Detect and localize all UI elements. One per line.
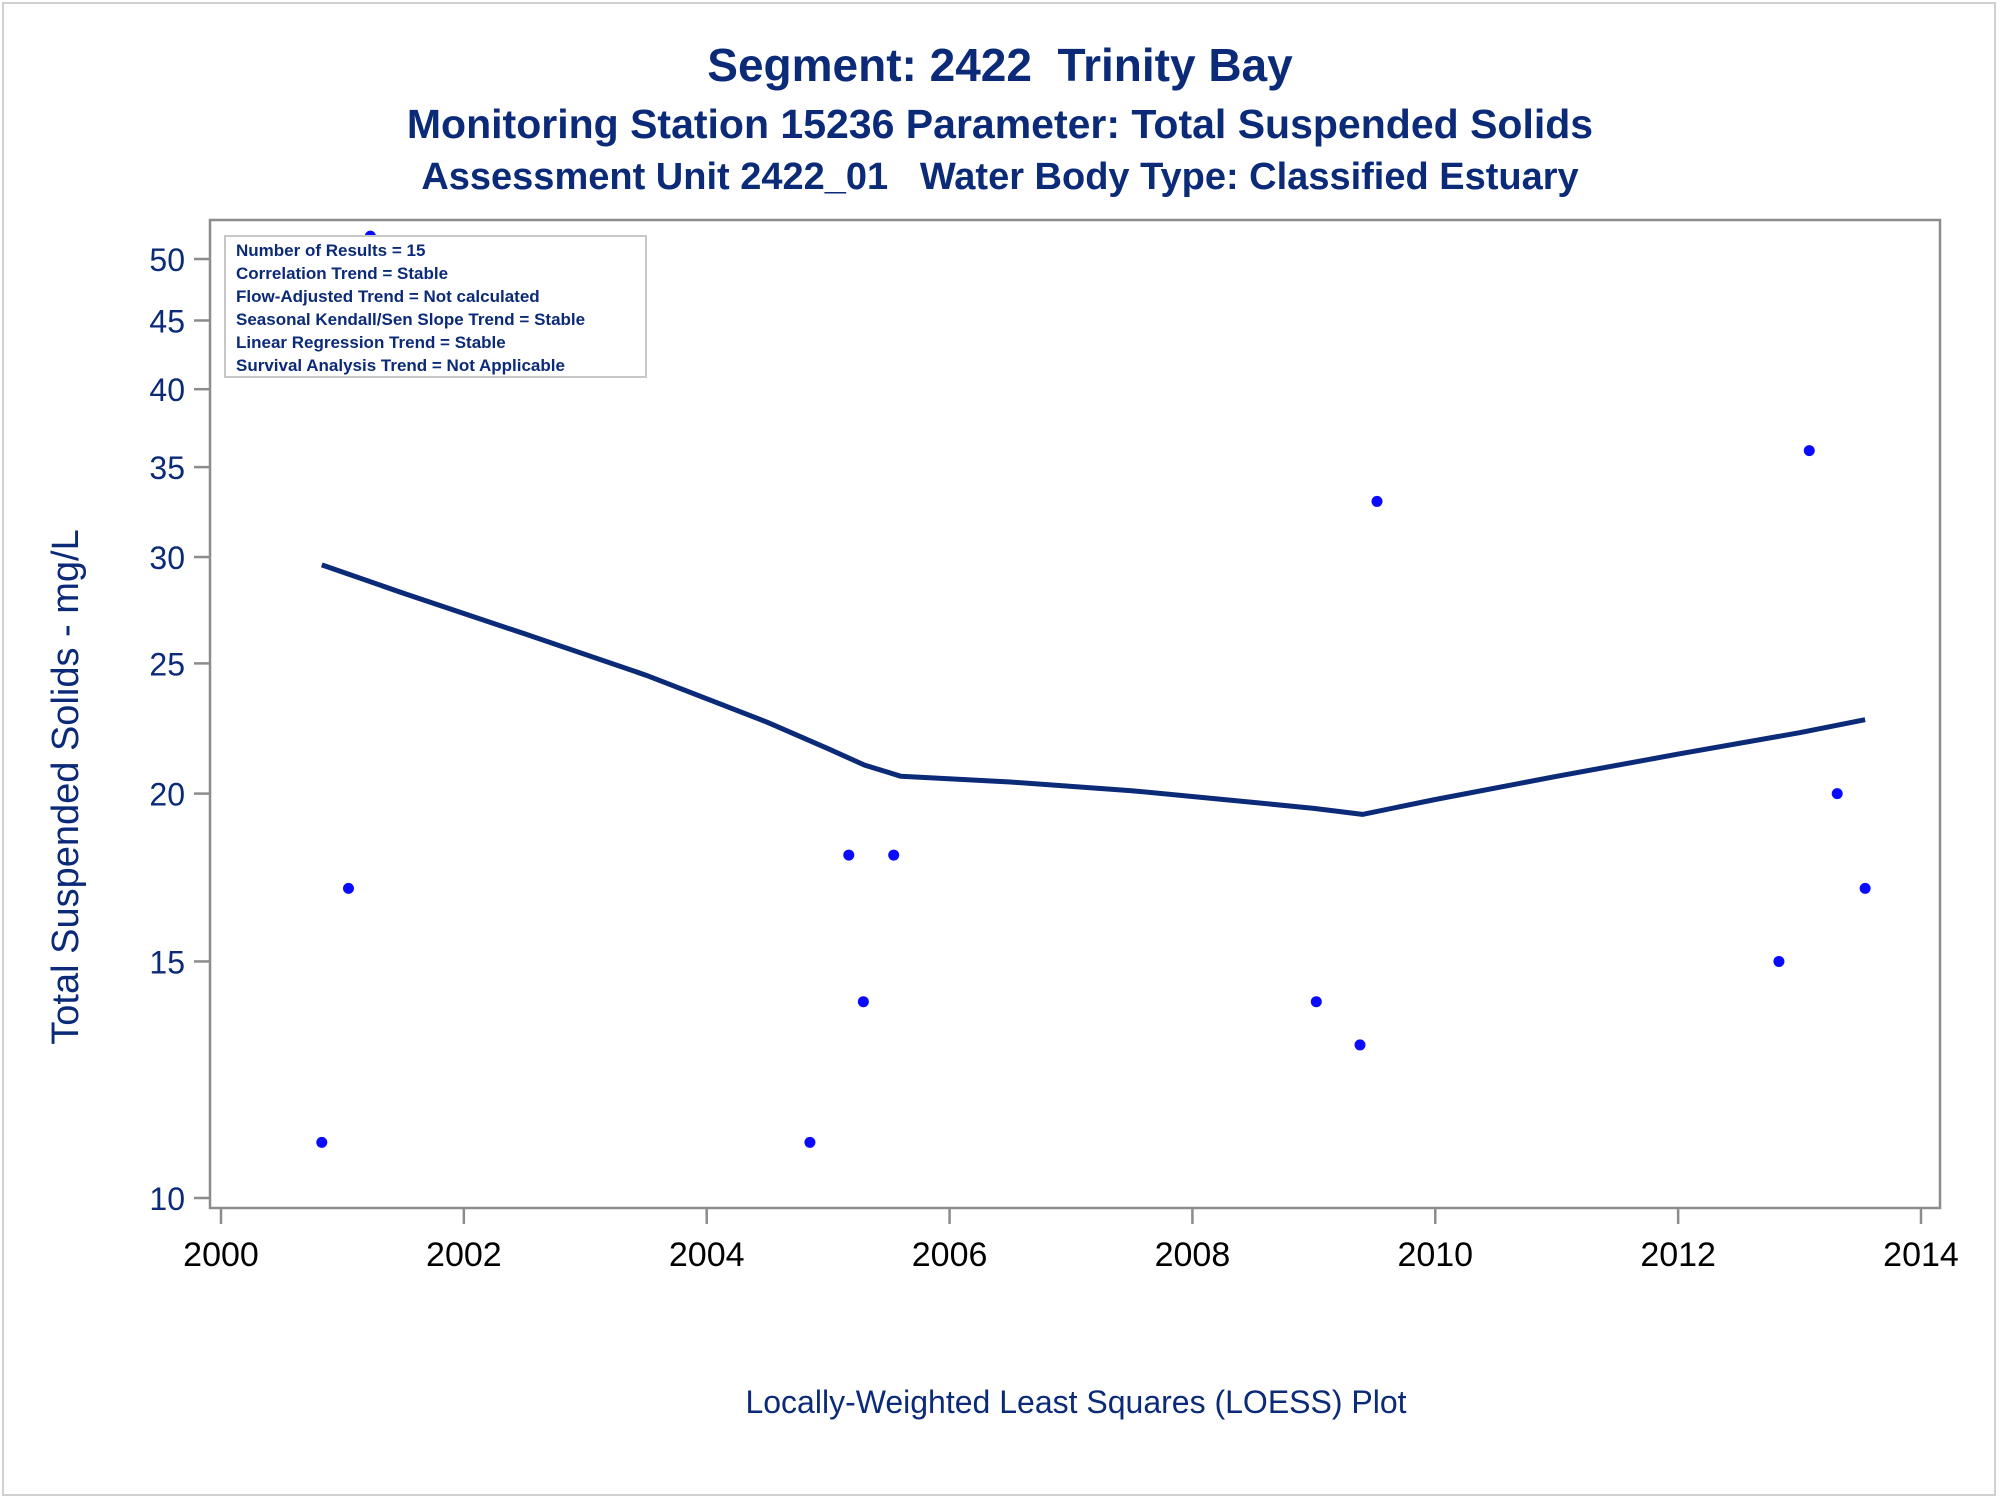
y-tick-label: 50 xyxy=(149,242,185,278)
x-tick-label: 2008 xyxy=(1155,1236,1231,1274)
inset-line: Linear Regression Trend = Stable xyxy=(236,333,506,352)
y-tick-label: 40 xyxy=(149,372,185,408)
inset-line: Flow-Adjusted Trend = Not calculated xyxy=(236,287,540,306)
loess-line xyxy=(320,562,1866,817)
y-tick-label: 30 xyxy=(149,540,185,576)
y-axis-title: Total Suspended Solids - mg/L xyxy=(45,529,87,1044)
data-point xyxy=(1310,996,1322,1008)
inset-line: Seasonal Kendall/Sen Slope Trend = Stabl… xyxy=(236,310,585,329)
y-tick-label: 15 xyxy=(149,944,185,980)
y-tick-label: 25 xyxy=(149,646,185,682)
x-tick-label: 2010 xyxy=(1397,1236,1473,1274)
chart-title: Segment: 2422 Trinity Bay xyxy=(707,39,1293,91)
x-axis-title: Locally-Weighted Least Squares (LOESS) P… xyxy=(745,1384,1406,1420)
inset-line: Number of Results = 15 xyxy=(236,241,425,260)
data-point xyxy=(1803,445,1815,457)
y-tick-label: 20 xyxy=(149,777,185,813)
data-point xyxy=(804,1136,816,1148)
data-point xyxy=(843,849,855,861)
data-point xyxy=(1773,955,1785,967)
data-point xyxy=(316,1136,328,1148)
chart-subtitle-2: Assessment Unit 2422_01 Water Body Type:… xyxy=(421,156,1579,198)
data-point xyxy=(857,996,869,1008)
x-tick-label: 2004 xyxy=(669,1236,745,1274)
y-tick-label: 45 xyxy=(149,303,185,339)
x-tick-label: 2000 xyxy=(183,1236,259,1274)
data-point xyxy=(343,882,354,894)
inset-line: Correlation Trend = Stable xyxy=(236,264,448,283)
loess-layer xyxy=(320,562,1866,817)
x-tick-label: 2014 xyxy=(1883,1236,1959,1274)
x-tick-label: 2012 xyxy=(1640,1236,1716,1274)
inset-line: Survival Analysis Trend = Not Applicable xyxy=(236,356,565,375)
data-point xyxy=(1371,495,1383,507)
plot-area xyxy=(208,218,1942,1210)
points-layer xyxy=(316,230,1871,1148)
x-axis: 2000 2002 2004 2006 2008 2010 2012 2014 xyxy=(183,1208,1959,1274)
y-axis: 10 15 20 25 30 35 40 45 50 xyxy=(149,242,210,1217)
y-tick-label: 35 xyxy=(149,450,185,486)
data-point xyxy=(1831,788,1843,800)
stats-inset-box xyxy=(224,235,647,378)
data-point xyxy=(1859,882,1871,894)
data-point xyxy=(888,849,900,861)
chart-subtitle: Monitoring Station 15236 Parameter: Tota… xyxy=(406,101,1594,147)
stats-inset: Number of Results = 15 Correlation Trend… xyxy=(224,235,647,378)
y-tick-label: 10 xyxy=(149,1181,185,1217)
data-point xyxy=(1354,1039,1366,1051)
x-tick-label: 2002 xyxy=(426,1236,502,1274)
x-tick-label: 2006 xyxy=(912,1236,988,1274)
